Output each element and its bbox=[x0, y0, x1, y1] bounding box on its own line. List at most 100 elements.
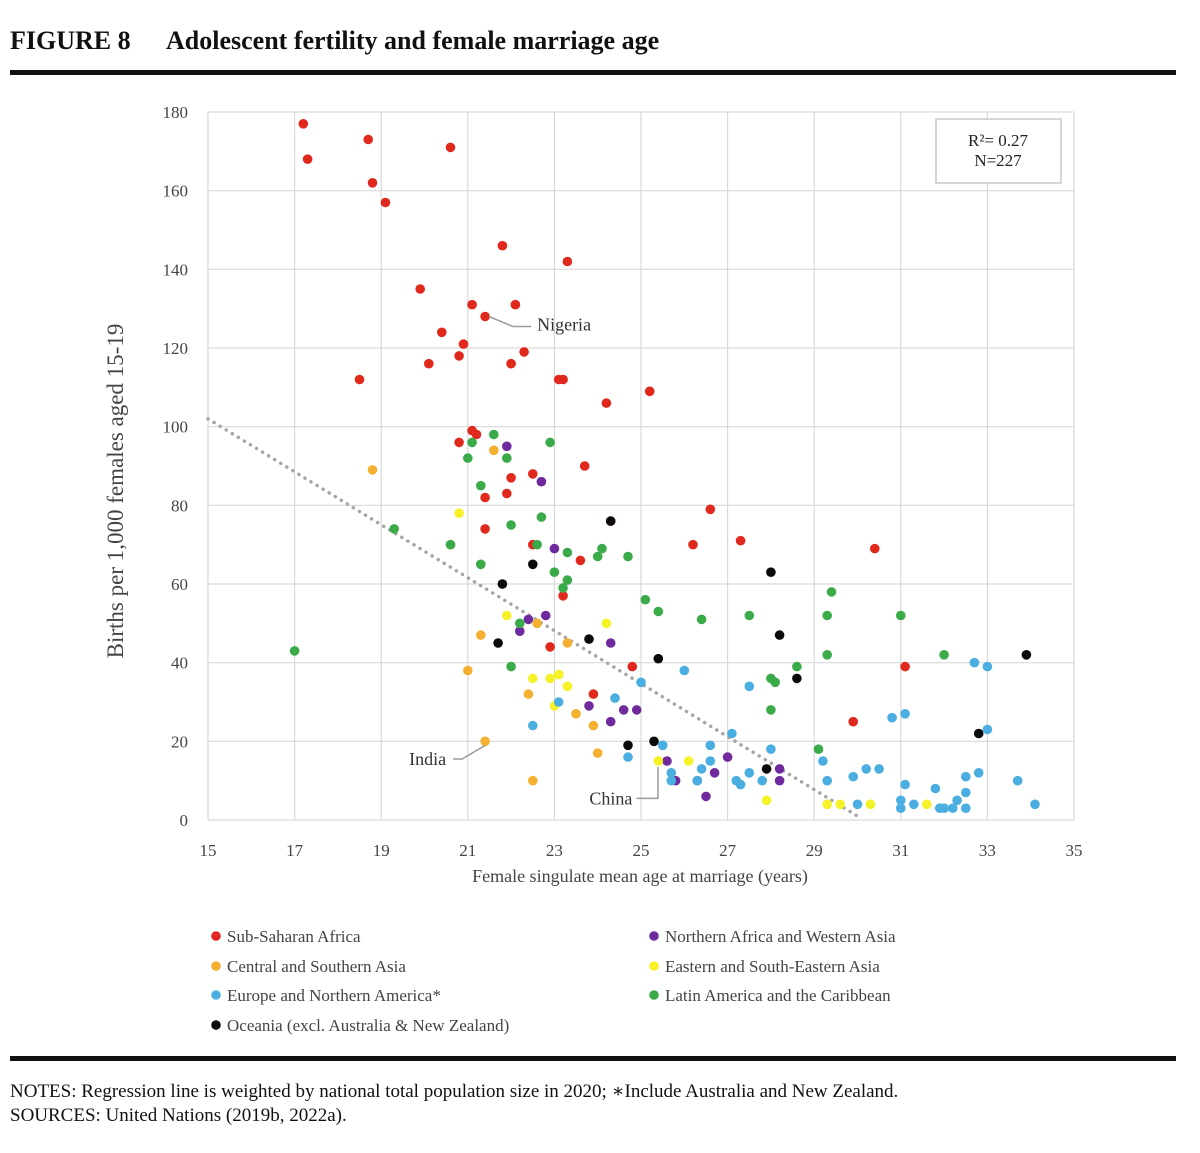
y-axis-title: Births per 1,000 females aged 15-19 bbox=[103, 324, 128, 659]
legend-marker bbox=[211, 961, 221, 971]
data-point bbox=[605, 516, 616, 526]
notes-block: NOTES: Regression line is weighted by na… bbox=[10, 1080, 1176, 1128]
data-point bbox=[502, 610, 512, 621]
y-tick-label: 20 bbox=[171, 732, 188, 751]
x-tick-label: 23 bbox=[546, 841, 563, 860]
data-point bbox=[774, 764, 785, 774]
x-tick-label: 25 bbox=[633, 841, 650, 860]
data-point bbox=[822, 610, 832, 621]
bottom-rule bbox=[10, 1056, 1176, 1061]
data-point bbox=[523, 689, 534, 699]
data-point bbox=[575, 555, 586, 566]
data-point bbox=[636, 677, 646, 688]
legend-marker bbox=[649, 961, 659, 971]
data-point bbox=[761, 795, 772, 806]
data-point bbox=[948, 803, 958, 813]
x-tick-label: 31 bbox=[892, 841, 909, 860]
data-point bbox=[489, 445, 499, 456]
sources-text: SOURCES: United Nations (2019b, 2022a). bbox=[10, 1105, 347, 1126]
data-point bbox=[562, 256, 573, 267]
x-tick-label: 27 bbox=[719, 841, 737, 860]
data-point bbox=[363, 134, 374, 145]
data-point bbox=[528, 720, 538, 731]
data-point bbox=[939, 650, 949, 660]
data-point bbox=[480, 736, 490, 747]
regression-line bbox=[206, 417, 860, 818]
regression-line-path bbox=[206, 417, 860, 818]
data-point bbox=[896, 610, 906, 621]
data-point bbox=[870, 543, 880, 554]
data-point bbox=[480, 311, 490, 322]
data-point bbox=[653, 756, 664, 766]
data-point bbox=[536, 512, 547, 522]
y-tick-label: 60 bbox=[171, 575, 188, 594]
data-points bbox=[289, 119, 1040, 813]
data-point bbox=[289, 646, 300, 656]
y-tick-label: 180 bbox=[163, 103, 189, 122]
data-point bbox=[367, 465, 378, 475]
data-point bbox=[584, 634, 594, 644]
data-point bbox=[969, 657, 980, 668]
data-point bbox=[688, 539, 698, 550]
data-point bbox=[770, 677, 780, 688]
data-point bbox=[1012, 775, 1023, 786]
data-point bbox=[445, 142, 456, 153]
data-point bbox=[696, 614, 707, 625]
r-squared-label: R²= 0.27 bbox=[968, 131, 1029, 150]
data-point bbox=[618, 705, 629, 715]
data-point bbox=[909, 799, 919, 810]
stats-box-frame bbox=[935, 118, 1062, 184]
top-rule bbox=[10, 70, 1176, 75]
data-point bbox=[896, 803, 906, 813]
data-point bbox=[822, 799, 832, 810]
data-point bbox=[727, 728, 737, 739]
data-point bbox=[302, 154, 313, 164]
data-point bbox=[502, 453, 512, 463]
data-point bbox=[467, 437, 477, 448]
data-point bbox=[813, 744, 824, 754]
data-point bbox=[792, 673, 802, 684]
data-point bbox=[506, 661, 516, 672]
data-point bbox=[627, 661, 638, 672]
data-point bbox=[679, 665, 690, 676]
data-point bbox=[735, 535, 746, 546]
data-point bbox=[874, 764, 884, 774]
annotations: Nigeria India China bbox=[409, 314, 659, 808]
data-point bbox=[579, 461, 590, 471]
data-point bbox=[454, 508, 464, 518]
data-point bbox=[605, 716, 616, 727]
x-tick-label: 35 bbox=[1066, 841, 1083, 860]
data-point bbox=[471, 429, 482, 440]
legend-marker bbox=[211, 990, 221, 1000]
data-point bbox=[865, 799, 876, 810]
data-point bbox=[653, 606, 664, 617]
data-point bbox=[623, 740, 633, 751]
data-point bbox=[354, 374, 365, 385]
data-point bbox=[900, 709, 910, 719]
data-point bbox=[553, 697, 564, 707]
data-point bbox=[766, 744, 776, 754]
data-point bbox=[549, 543, 560, 554]
data-point bbox=[454, 351, 464, 361]
data-point bbox=[493, 638, 503, 648]
data-point bbox=[562, 547, 573, 558]
data-point bbox=[389, 524, 400, 534]
data-point bbox=[553, 669, 564, 680]
legend-entry: Latin America and the Caribbean bbox=[665, 986, 891, 1005]
data-point bbox=[467, 299, 477, 310]
y-tick-label: 120 bbox=[163, 339, 189, 358]
data-point bbox=[701, 791, 711, 802]
data-point bbox=[705, 756, 716, 766]
annotation-label-nigeria: Nigeria bbox=[537, 314, 591, 334]
data-point bbox=[939, 803, 949, 813]
data-point bbox=[476, 630, 486, 640]
annotation-leader bbox=[636, 767, 659, 800]
data-point bbox=[709, 768, 720, 778]
data-point bbox=[588, 720, 599, 731]
x-tick-label: 19 bbox=[373, 841, 390, 860]
annotation-leader bbox=[453, 744, 486, 760]
data-point bbox=[848, 716, 858, 727]
data-point bbox=[528, 673, 538, 684]
data-point bbox=[523, 614, 534, 625]
data-point bbox=[592, 551, 603, 562]
